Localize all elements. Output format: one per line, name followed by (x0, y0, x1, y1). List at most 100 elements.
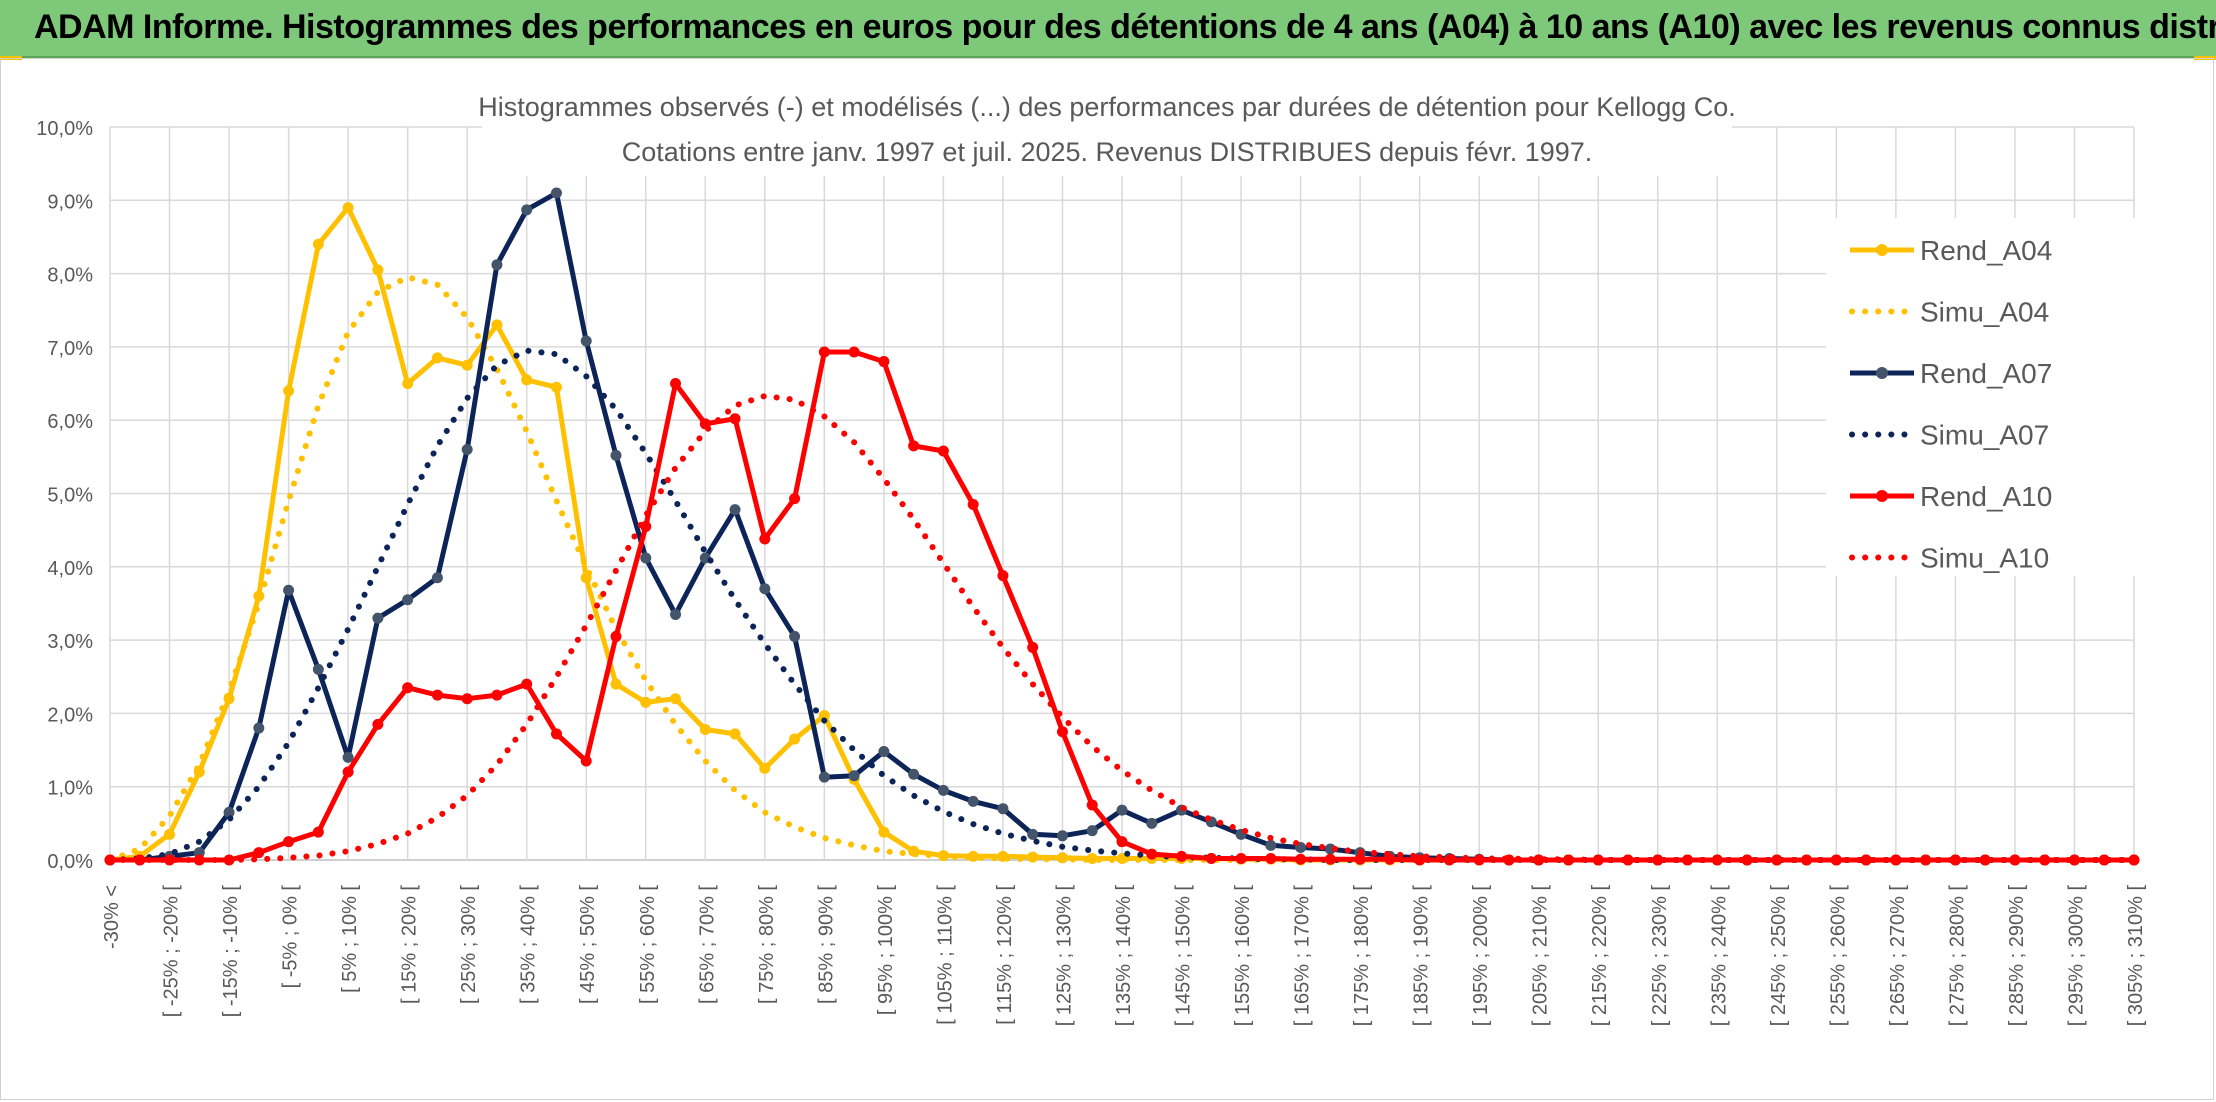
x-tick-label: [ 115% ; 120% [ (994, 885, 1016, 1025)
data-point (580, 755, 592, 767)
legend-background (1826, 218, 2144, 576)
data-point (759, 762, 771, 774)
legend-label: Simu_A10 (1920, 543, 2049, 574)
x-tick-label: [ 305% ; 310% [ (2125, 885, 2147, 1027)
x-tick-label: [ 95% ; 100% [ (875, 885, 897, 1016)
y-tick-label: 6,0% (47, 411, 93, 433)
data-point (1116, 836, 1128, 848)
data-point (670, 378, 682, 390)
data-point (491, 259, 503, 271)
data-point (759, 533, 771, 545)
data-point (610, 630, 622, 642)
legend-marker (1876, 244, 1888, 256)
x-tick-label: [ 215% ; 220% [ (1589, 885, 1611, 1027)
x-tick-label: [ 35% ; 40% [ (518, 885, 540, 1004)
y-tick-label: 5,0% (47, 485, 93, 507)
data-point (1086, 825, 1098, 837)
data-point (580, 335, 592, 347)
x-tick-label: [ 225% ; 230% [ (1649, 885, 1671, 1027)
data-point (759, 583, 771, 595)
legend-label: Rend_A10 (1920, 481, 2052, 512)
data-point (908, 440, 920, 452)
data-point (372, 718, 384, 730)
chart-title: Histogrammes observés (-) et modélisés (… (478, 92, 1736, 122)
data-point (521, 374, 533, 386)
legend-label: Rend_A07 (1920, 358, 2052, 389)
data-point (937, 445, 949, 457)
data-point (253, 722, 265, 734)
data-point (1027, 641, 1039, 653)
chart-title-background (482, 84, 1732, 176)
data-point (461, 359, 473, 371)
chart-frame (0, 58, 2214, 1100)
x-tick-label: [ 245% ; 250% [ (1768, 885, 1790, 1027)
data-point (550, 728, 562, 740)
x-tick-label: [ -15% ; -10% [ (220, 885, 242, 1018)
y-tick-label: 4,0% (47, 558, 93, 580)
x-tick-label: [ 295% ; 300% [ (2065, 885, 2087, 1027)
data-point (1235, 853, 1247, 865)
data-point (878, 826, 890, 838)
data-point (461, 444, 473, 456)
x-tick-label: [ 55% ; 60% [ (637, 885, 659, 1004)
y-axis: 0,0% 1,0% 2,0% 3,0% 4,0% 5,0% 6,0% 7,0% 8,0% 9,0%… (36, 118, 93, 873)
data-point (1533, 854, 1545, 866)
data-point (312, 826, 324, 838)
data-point (699, 724, 711, 736)
data-point (431, 572, 443, 584)
x-tick-label: [ 165% ; 170% [ (1292, 885, 1314, 1027)
series-layer (104, 187, 2140, 866)
data-point (550, 187, 562, 199)
y-tick-label: 9,0% (47, 191, 93, 213)
data-point (1146, 817, 1158, 829)
data-point (997, 570, 1009, 582)
data-point (1116, 804, 1128, 816)
x-tick-label: [ 65% ; 70% [ (696, 885, 718, 1004)
x-tick-label: [ 105% ; 110% [ (934, 885, 956, 1025)
header-title: ADAM Informe. Histogrammes des performan… (34, 8, 2216, 46)
data-point (967, 795, 979, 807)
y-tick-label: 0,0% (47, 851, 93, 873)
data-point (372, 264, 384, 276)
data-point (1146, 848, 1158, 860)
data-point (1652, 854, 1664, 866)
x-tick-label: [ 85% ; 90% [ (815, 885, 837, 1004)
data-point (223, 806, 235, 818)
x-axis: -30% < [ -25% ; -20% [[ -15% ; -10% [[ -5… (101, 885, 2147, 1027)
y-tick-label: 1,0% (47, 778, 93, 800)
x-tick-label: [ 15% ; 20% [ (399, 885, 421, 1004)
x-tick-label: -30% < (101, 885, 123, 949)
data-point (729, 413, 741, 425)
data-point (997, 803, 1009, 815)
data-point (342, 751, 354, 763)
data-point (164, 828, 176, 840)
x-tick-label: [ 135% ; 140% [ (1113, 885, 1135, 1027)
data-point (1056, 830, 1068, 842)
x-tick-label: [ 275% ; 280% [ (1946, 885, 1968, 1027)
x-tick-label: [ 285% ; 290% [ (2006, 885, 2028, 1027)
data-point (1979, 854, 1991, 866)
data-point (1265, 839, 1277, 851)
chart-subtitle: Cotations entre janv. 1997 et juil. 2025… (622, 137, 1593, 167)
data-point (253, 847, 265, 859)
data-point (1741, 854, 1753, 866)
data-point (283, 836, 295, 848)
data-point (908, 768, 920, 780)
data-point (283, 385, 295, 397)
legend-label: Simu_A04 (1920, 297, 2049, 328)
data-point (1205, 853, 1217, 865)
data-point (431, 352, 443, 364)
data-point (1622, 854, 1634, 866)
data-point (312, 238, 324, 250)
data-point (461, 693, 473, 705)
x-tick-label: [ 125% ; 130% [ (1053, 885, 1075, 1027)
x-tick-label: [ 25% ; 30% [ (458, 885, 480, 1004)
data-point (491, 689, 503, 701)
data-point (670, 608, 682, 620)
x-tick-label: [ 255% ; 260% [ (1827, 885, 1849, 1027)
data-point (818, 346, 830, 358)
data-point (878, 356, 890, 368)
x-tick-label: [ 175% ; 180% [ (1351, 885, 1373, 1027)
x-tick-label: [ 265% ; 270% [ (1887, 885, 1909, 1027)
